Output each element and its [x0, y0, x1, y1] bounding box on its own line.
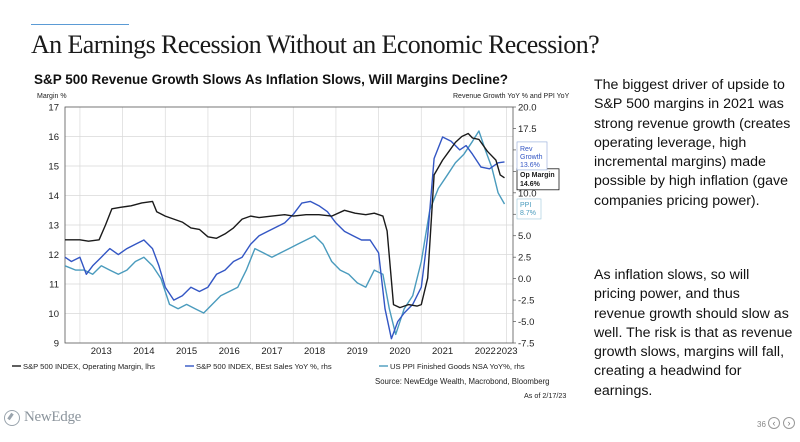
slide-title: An Earnings Recession Without an Economi…: [31, 30, 600, 59]
body-paragraph-1: The biggest driver of upside to S&P 500 …: [594, 77, 791, 209]
chart-source: Source: NewEdge Wealth, Macrobond, Bloom…: [375, 377, 550, 386]
plot-frame: [64, 106, 514, 344]
rev-growth-label-2: Growth: [520, 154, 543, 161]
left-tick-label: 15: [48, 162, 59, 173]
left-axis-label: Margin %: [37, 93, 67, 100]
title-accent-rule: [31, 24, 129, 25]
right-tick-label: 0.0: [518, 274, 531, 285]
revenue-growth-line: [64, 136, 505, 340]
x-tick-label: 2013: [91, 346, 112, 357]
ppi-value: 8.7%: [520, 210, 536, 217]
left-tick-label: 9: [54, 339, 59, 350]
legend-item-ppi: US PPI Finished Goods NSA YoY%, rhs: [390, 362, 525, 371]
newedge-logo: NewEdge: [4, 409, 81, 426]
op-margin-label: Op Margin: [520, 172, 555, 179]
ppi-line: [64, 130, 506, 336]
left-tick-label: 12: [48, 250, 59, 261]
left-tick-label: 17: [48, 103, 59, 114]
rev-growth-value: 13.6%: [520, 162, 540, 169]
right-axis-label: Revenue Growth YoY % and PPI YoY: [453, 93, 570, 100]
rev-growth-label: Rev: [520, 146, 533, 153]
x-tick-label: 2021: [432, 346, 453, 357]
lines-layer: [64, 130, 506, 340]
right-tick-label: 20.0: [518, 103, 537, 114]
newedge-logo-icon: [4, 409, 20, 426]
body-paragraph-2: As inflation slows, so will pricing powe…: [594, 267, 793, 399]
x-tick-label: 2020: [389, 346, 410, 357]
legend: S&P 500 INDEX, Operating Margin, lhs S&P…: [12, 362, 525, 371]
chart: 91011121314151617-7.5-5.0-2.50.02.55.07.…: [12, 93, 570, 400]
x-tick-label: 2018: [304, 346, 325, 357]
chart-as-of: As of 2/17/23: [524, 391, 566, 400]
legend-item-revenue-growth: S&P 500 INDEX, BEst Sales YoY %, rhs: [196, 362, 332, 371]
x-tick-label: 2022: [475, 346, 496, 357]
right-tick-label: 17.5: [518, 124, 537, 135]
chart-title: S&P 500 Revenue Growth Slows As Inflatio…: [34, 72, 508, 87]
op-margin-value: 14.6%: [520, 181, 541, 188]
x-tick-label: 2014: [133, 346, 154, 357]
left-tick-label: 16: [48, 132, 59, 143]
operating-margin-line: [65, 132, 505, 309]
right-tick-label: -2.5: [518, 296, 534, 307]
x-tick-label: 2015: [176, 346, 197, 357]
left-tick-label: 13: [48, 221, 59, 232]
x-tick-label: 2017: [261, 346, 282, 357]
ppi-label: PPI: [520, 202, 531, 209]
newedge-logo-text: NewEdge: [24, 409, 82, 425]
right-tick-label: 10.0: [518, 188, 537, 199]
previous-slide-button[interactable]: ‹: [768, 417, 780, 429]
x-tick-label: 2023: [496, 346, 517, 357]
right-tick-label: 5.0: [518, 231, 531, 242]
rev-growth-label-box: [516, 141, 548, 171]
left-tick-label: 14: [48, 191, 59, 202]
next-slide-button[interactable]: ›: [783, 417, 795, 429]
ticks-layer: 91011121314151617-7.5-5.0-2.50.02.55.07.…: [48, 103, 536, 358]
left-tick-label: 11: [49, 280, 59, 291]
legend-item-operating-margin: S&P 500 INDEX, Operating Margin, lhs: [23, 362, 155, 371]
ppi-label-box: [516, 198, 542, 220]
right-tick-label: -5.0: [518, 317, 534, 328]
right-tick-label: 2.5: [518, 253, 531, 264]
x-tick-label: 2019: [347, 346, 368, 357]
page-number: 36: [757, 420, 766, 429]
grid-layer: [65, 107, 513, 343]
x-tick-label: 2016: [219, 346, 240, 357]
left-tick-label: 10: [48, 309, 59, 320]
right-tick-label: -7.5: [518, 339, 534, 350]
